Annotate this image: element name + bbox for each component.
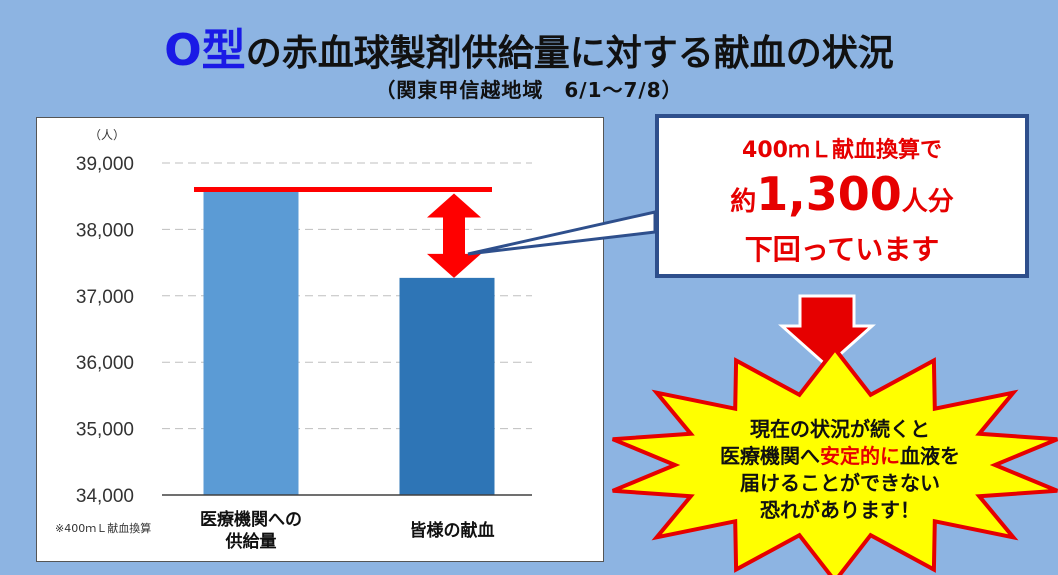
- difference-callout: 400ｍＬ献血換算で 約1,300人分 下回っています: [655, 114, 1029, 278]
- page-title: O型の赤血球製剤供給量に対する献血の状況: [0, 14, 1058, 76]
- down-arrow-icon: [778, 294, 876, 369]
- warning-line-1: 現在の状況が続くと: [750, 417, 930, 441]
- y-axis-unit: （人）: [89, 128, 125, 142]
- callout-line-2: 約1,300人分: [659, 168, 1025, 228]
- warning-line-2a: 医療機関へ: [720, 444, 820, 468]
- x-category-label: 供給量: [225, 531, 277, 552]
- warning-line-3: 届けることができない: [740, 471, 940, 495]
- burst-shape: [611, 345, 1058, 575]
- warning-line-4: 恐れがあります！: [760, 498, 920, 522]
- y-tick-label: 39,000: [76, 154, 134, 175]
- callout-pointer: [467, 210, 657, 256]
- y-tick-label: 35,000: [76, 420, 134, 441]
- title-text: の赤血球製剤供給量に対する献血の状況: [245, 33, 894, 74]
- callout-line-1: 400ｍＬ献血換算で: [742, 138, 942, 163]
- warning-line-2b: 血液を: [900, 444, 960, 468]
- title-blood-type: O型: [164, 25, 246, 76]
- y-tick-label: 37,000: [76, 287, 134, 308]
- callout-number: 1,300: [756, 167, 902, 221]
- y-tick-label: 34,000: [76, 486, 134, 507]
- y-tick-label: 38,000: [76, 220, 134, 241]
- warning-highlight: 安定的に: [820, 444, 900, 468]
- bar-chart: （人） 39,000 38,000 37,000 36,000 35,000 34,000 医…: [55, 128, 532, 552]
- y-tick-label: 36,000: [76, 353, 134, 374]
- x-category-label: 皆様の献血: [410, 520, 495, 541]
- chart-note: ※400ｍＬ献血換算: [55, 521, 151, 535]
- bar: [399, 277, 495, 495]
- callout-suffix: 人分: [901, 187, 954, 217]
- chart-panel: （人） 39,000 38,000 37,000 36,000 35,000 34,000 医…: [36, 117, 604, 562]
- difference-arrow-icon: [427, 193, 481, 278]
- x-category-label: 医療機関への: [200, 509, 302, 530]
- callout-prefix: 約: [730, 187, 757, 217]
- bar: [203, 189, 299, 495]
- warning-message: 現在の状況が続くと 医療機関へ安定的に血液を 届けることができない 恐れがありま…: [690, 416, 990, 524]
- warning-line-2: 医療機関へ安定的に血液を: [690, 443, 990, 470]
- callout-line-3: 下回っています: [744, 233, 940, 266]
- page-subtitle: （関東甲信越地域 6/1～7/8）: [375, 78, 683, 102]
